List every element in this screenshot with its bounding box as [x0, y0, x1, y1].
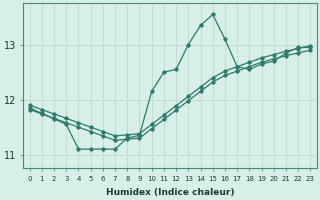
X-axis label: Humidex (Indice chaleur): Humidex (Indice chaleur): [106, 188, 234, 197]
